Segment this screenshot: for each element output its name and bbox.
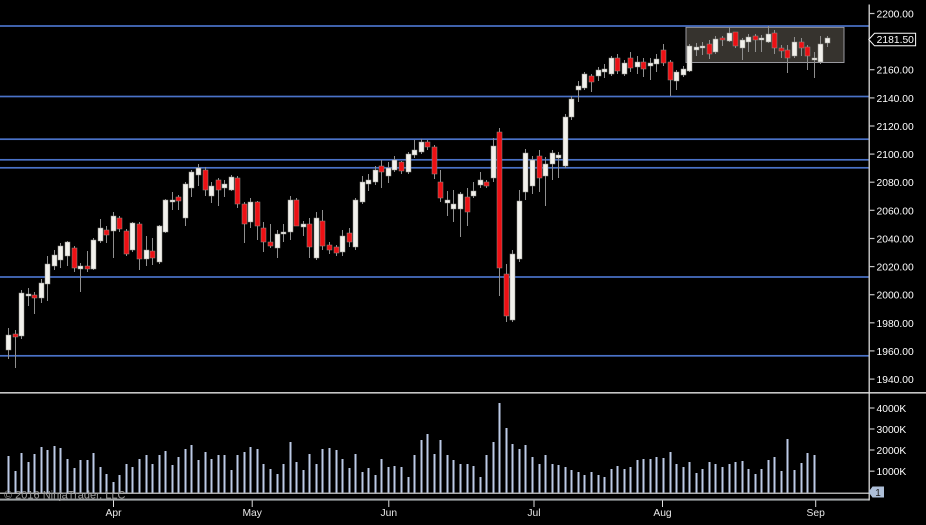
svg-text:2100.00: 2100.00 xyxy=(877,150,914,161)
svg-text:Jun: Jun xyxy=(380,508,397,519)
svg-text:2000.00: 2000.00 xyxy=(877,291,914,302)
svg-text:1: 1 xyxy=(875,488,881,499)
svg-text:4000K: 4000K xyxy=(877,404,907,415)
svg-text:1000K: 1000K xyxy=(877,467,907,478)
svg-text:2000K: 2000K xyxy=(877,446,907,457)
svg-text:2040.00: 2040.00 xyxy=(877,235,914,246)
svg-text:May: May xyxy=(242,508,262,519)
svg-text:2080.00: 2080.00 xyxy=(877,178,914,189)
svg-text:3000K: 3000K xyxy=(877,425,907,436)
svg-text:Sep: Sep xyxy=(807,508,826,519)
svg-text:1940.00: 1940.00 xyxy=(877,375,914,386)
svg-text:1960.00: 1960.00 xyxy=(877,347,914,358)
svg-text:2200.00: 2200.00 xyxy=(877,10,914,21)
svg-text:Apr: Apr xyxy=(105,508,122,519)
svg-text:2181.50: 2181.50 xyxy=(877,35,914,46)
svg-text:Jul: Jul xyxy=(527,508,540,519)
svg-text:2020.00: 2020.00 xyxy=(877,263,914,274)
svg-text:1980.00: 1980.00 xyxy=(877,319,914,330)
svg-text:2060.00: 2060.00 xyxy=(877,206,914,217)
svg-text:2120.00: 2120.00 xyxy=(877,122,914,133)
svg-text:Aug: Aug xyxy=(653,508,672,519)
svg-text:2160.00: 2160.00 xyxy=(877,66,914,77)
svg-text:2140.00: 2140.00 xyxy=(877,94,914,105)
svg-text:© 2016 NinjaTrader, LLC: © 2016 NinjaTrader, LLC xyxy=(4,490,125,502)
